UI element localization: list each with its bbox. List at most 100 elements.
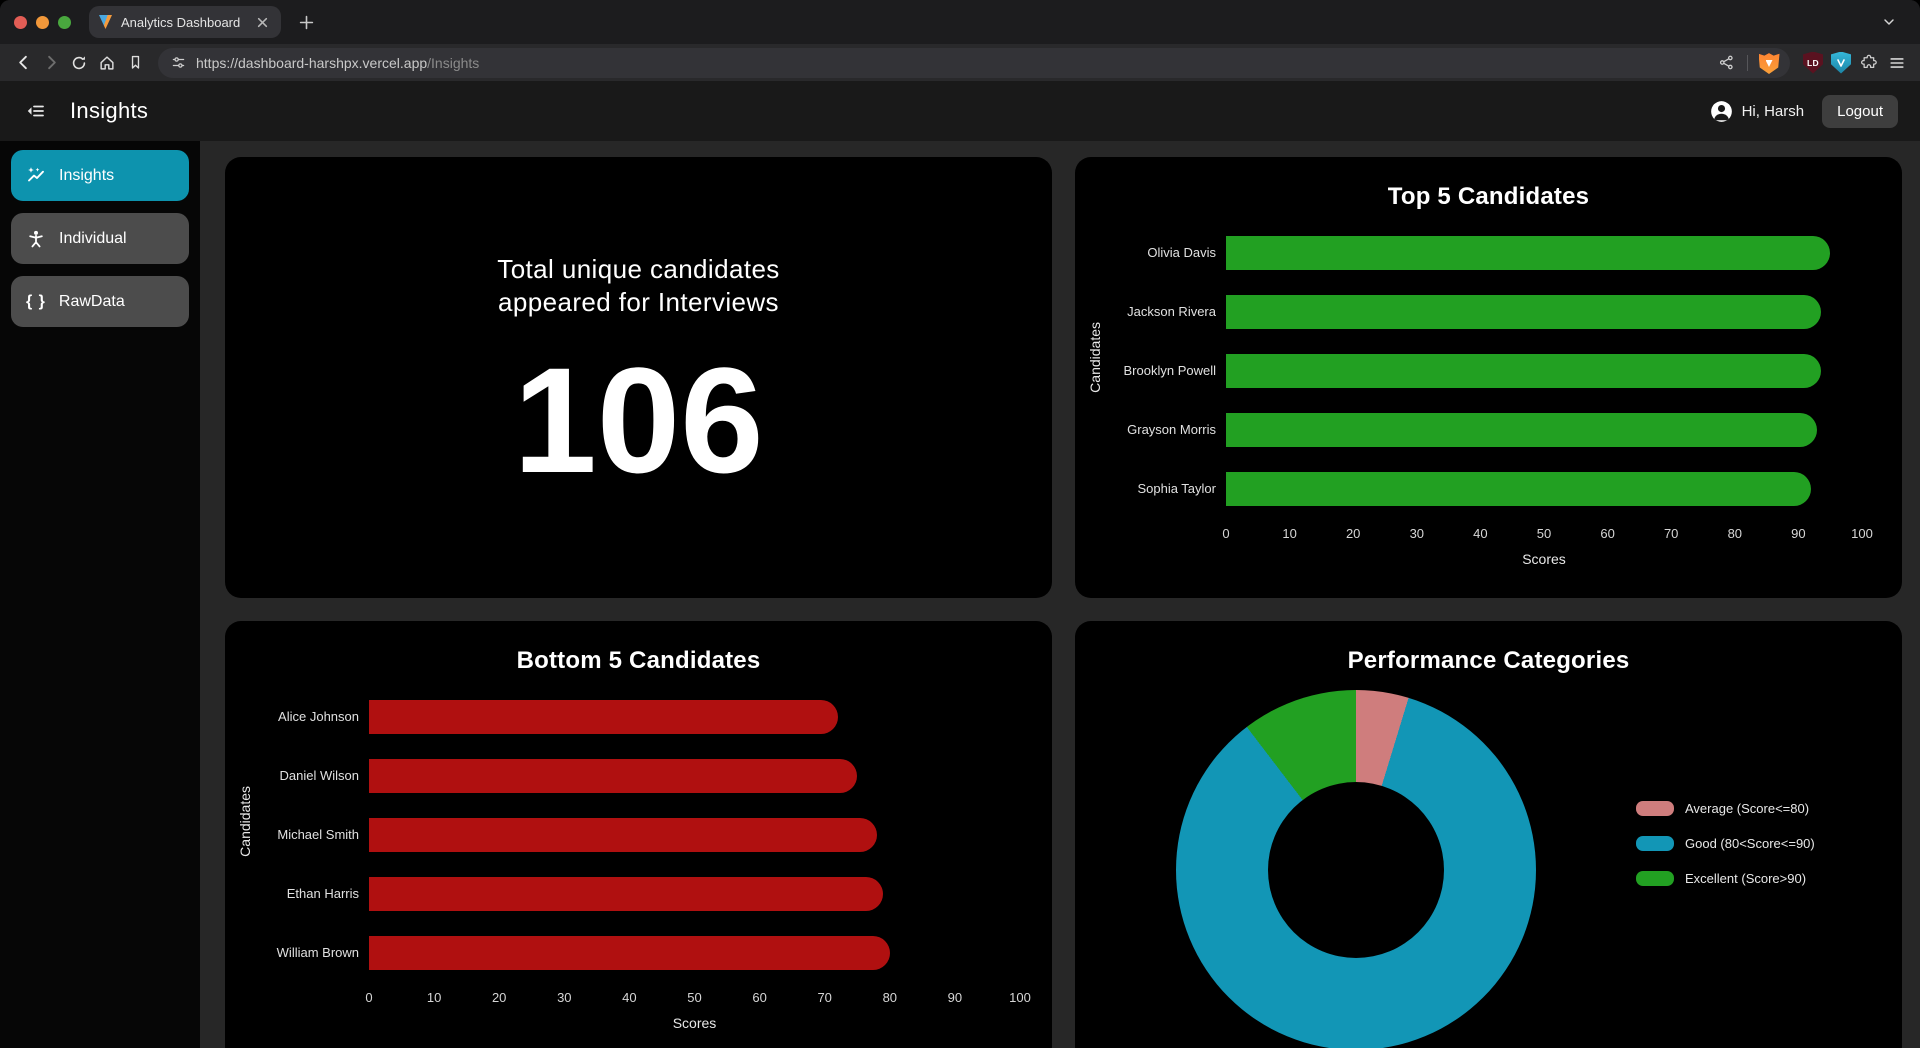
dashboard-app: Insights Hi, Harsh Logout Insights — [0, 81, 1920, 1048]
app-header: Insights Hi, Harsh Logout — [0, 81, 1920, 141]
url-path: /Insights — [427, 54, 480, 71]
forward-button[interactable] — [38, 50, 64, 76]
x-tick-label: 90 — [1791, 526, 1806, 541]
bar-row: Grayson Morris — [1095, 400, 1862, 459]
category-label: Daniel Wilson — [279, 768, 359, 783]
toolbar-divider — [1747, 54, 1748, 71]
x-tick-label: 30 — [1409, 526, 1425, 541]
logout-button[interactable]: Logout — [1822, 94, 1898, 128]
browser-toolbar: https://dashboard-harshpx.vercel.app/Ins… — [0, 44, 1920, 81]
person-accessibility-icon — [26, 229, 46, 249]
bar-row: Sophia Taylor — [1095, 459, 1862, 518]
category-label: Grayson Morris — [1127, 422, 1216, 437]
category-label: Brooklyn Powell — [1123, 363, 1217, 378]
category-label: Sophia Taylor — [1137, 481, 1216, 496]
x-tick-label: 0 — [365, 990, 373, 1005]
x-tick-label: 40 — [622, 990, 637, 1005]
bar-track — [1226, 294, 1862, 329]
total-candidates-card: Total unique candidates appeared for Int… — [225, 157, 1052, 598]
tab-search-chevron-icon[interactable] — [1876, 9, 1902, 35]
bar-track — [1226, 412, 1862, 447]
bar-row: Michael Smith — [245, 805, 1020, 864]
bar-track — [369, 935, 1020, 970]
bottom5-chart-card: Bottom 5 Candidates Alice Johnson Daniel … — [225, 621, 1052, 1048]
category-label: Olivia Davis — [1147, 245, 1216, 260]
legend-swatch — [1636, 871, 1674, 886]
x-axis-label: Scores — [1522, 551, 1566, 567]
sidebar-item-individual[interactable]: Individual — [11, 213, 189, 264]
top5-chart-card: Top 5 Candidates Olivia Davis Jackson Riv… — [1075, 157, 1902, 598]
category-label: William Brown — [276, 945, 359, 960]
bar — [1226, 294, 1821, 329]
dashboard-grid: Total unique candidates appeared for Int… — [200, 141, 1920, 1048]
x-axis-label: Scores — [672, 1015, 717, 1031]
bar — [1226, 353, 1821, 388]
window-controls — [14, 15, 71, 29]
brave-shields-lion-icon[interactable] — [1756, 50, 1782, 76]
sidebar-toggle-icon[interactable] — [22, 98, 48, 124]
extension-vpn-shield-icon[interactable] — [1828, 50, 1854, 76]
share-icon[interactable] — [1713, 50, 1739, 76]
legend-label: Excellent (Score>90) — [1685, 871, 1807, 886]
user-greeting: Hi, Harsh — [1741, 102, 1805, 120]
x-tick-label: 70 — [817, 990, 832, 1005]
x-tick-label: 10 — [426, 990, 442, 1005]
stat-value: 106 — [513, 336, 764, 504]
stat-caption-line2: appeared for Interviews — [498, 287, 779, 317]
x-tick-label: 20 — [1345, 526, 1361, 541]
legend-swatch — [1636, 801, 1674, 816]
sidebar-item-label: Individual — [59, 229, 127, 247]
browser-menu-icon[interactable] — [1884, 50, 1910, 76]
minimize-window-button[interactable] — [36, 15, 49, 29]
bar — [369, 876, 884, 911]
chart-title: Performance Categories — [1347, 647, 1630, 674]
x-tick-label: 40 — [1473, 526, 1488, 541]
sidebar-item-insights[interactable]: Insights — [11, 150, 189, 201]
home-button[interactable] — [94, 50, 120, 76]
category-label: Ethan Harris — [286, 886, 359, 901]
legend-swatch — [1636, 836, 1674, 851]
x-tick-label: 100 — [1851, 526, 1873, 541]
bar — [1226, 412, 1818, 447]
tab-close-icon[interactable] — [253, 13, 271, 31]
close-window-button[interactable] — [14, 15, 27, 29]
chart-title: Bottom 5 Candidates — [516, 647, 761, 674]
x-tick-label: 60 — [1600, 526, 1615, 541]
sidebar: Insights Individual RawData — [0, 141, 200, 1048]
donut-ring — [1176, 690, 1536, 1048]
curly-braces-icon — [26, 293, 46, 311]
url-text[interactable]: https://dashboard-harshpx.vercel.app/Ins… — [196, 55, 1713, 71]
reload-button[interactable] — [66, 50, 92, 76]
sidebar-item-label: RawData — [58, 292, 125, 310]
bar-row: Ethan Harris — [245, 864, 1020, 923]
category-label: Michael Smith — [277, 827, 359, 842]
bar — [369, 758, 858, 793]
sidebar-item-rawdata[interactable]: RawData — [11, 276, 189, 327]
bar — [369, 935, 890, 970]
chart-title: Top 5 Candidates — [1387, 183, 1590, 210]
bottom5-bar-chart: Alice Johnson Daniel Wilson Michael Smith E… — [225, 687, 1052, 1031]
bar-track — [369, 817, 1020, 852]
url-bar[interactable]: https://dashboard-harshpx.vercel.app/Ins… — [158, 47, 1790, 78]
donut-hole — [1268, 782, 1444, 958]
legend-label: Average (Score<=80) — [1685, 801, 1810, 816]
bookmark-icon[interactable] — [122, 50, 148, 76]
bar-row: Daniel Wilson — [245, 746, 1020, 805]
category-label: Alice Johnson — [278, 709, 359, 724]
page-title: Insights — [70, 98, 149, 123]
back-button[interactable] — [10, 50, 36, 76]
new-tab-button[interactable] — [293, 9, 319, 35]
maximize-window-button[interactable] — [58, 15, 71, 29]
x-tick-label: 100 — [1009, 990, 1031, 1005]
x-tick-label: 80 — [1727, 526, 1743, 541]
sidebar-item-label: Insights — [59, 166, 115, 184]
bar — [369, 817, 877, 852]
bar-track — [369, 758, 1020, 793]
site-settings-icon[interactable] — [170, 54, 187, 71]
bar-track — [1226, 235, 1862, 270]
extension-ld-badge-icon[interactable]: LD — [1800, 50, 1826, 76]
x-tick-label: 0 — [1222, 526, 1230, 541]
extensions-puzzle-icon[interactable] — [1856, 50, 1882, 76]
browser-tab[interactable]: Analytics Dashboard — [89, 6, 281, 38]
